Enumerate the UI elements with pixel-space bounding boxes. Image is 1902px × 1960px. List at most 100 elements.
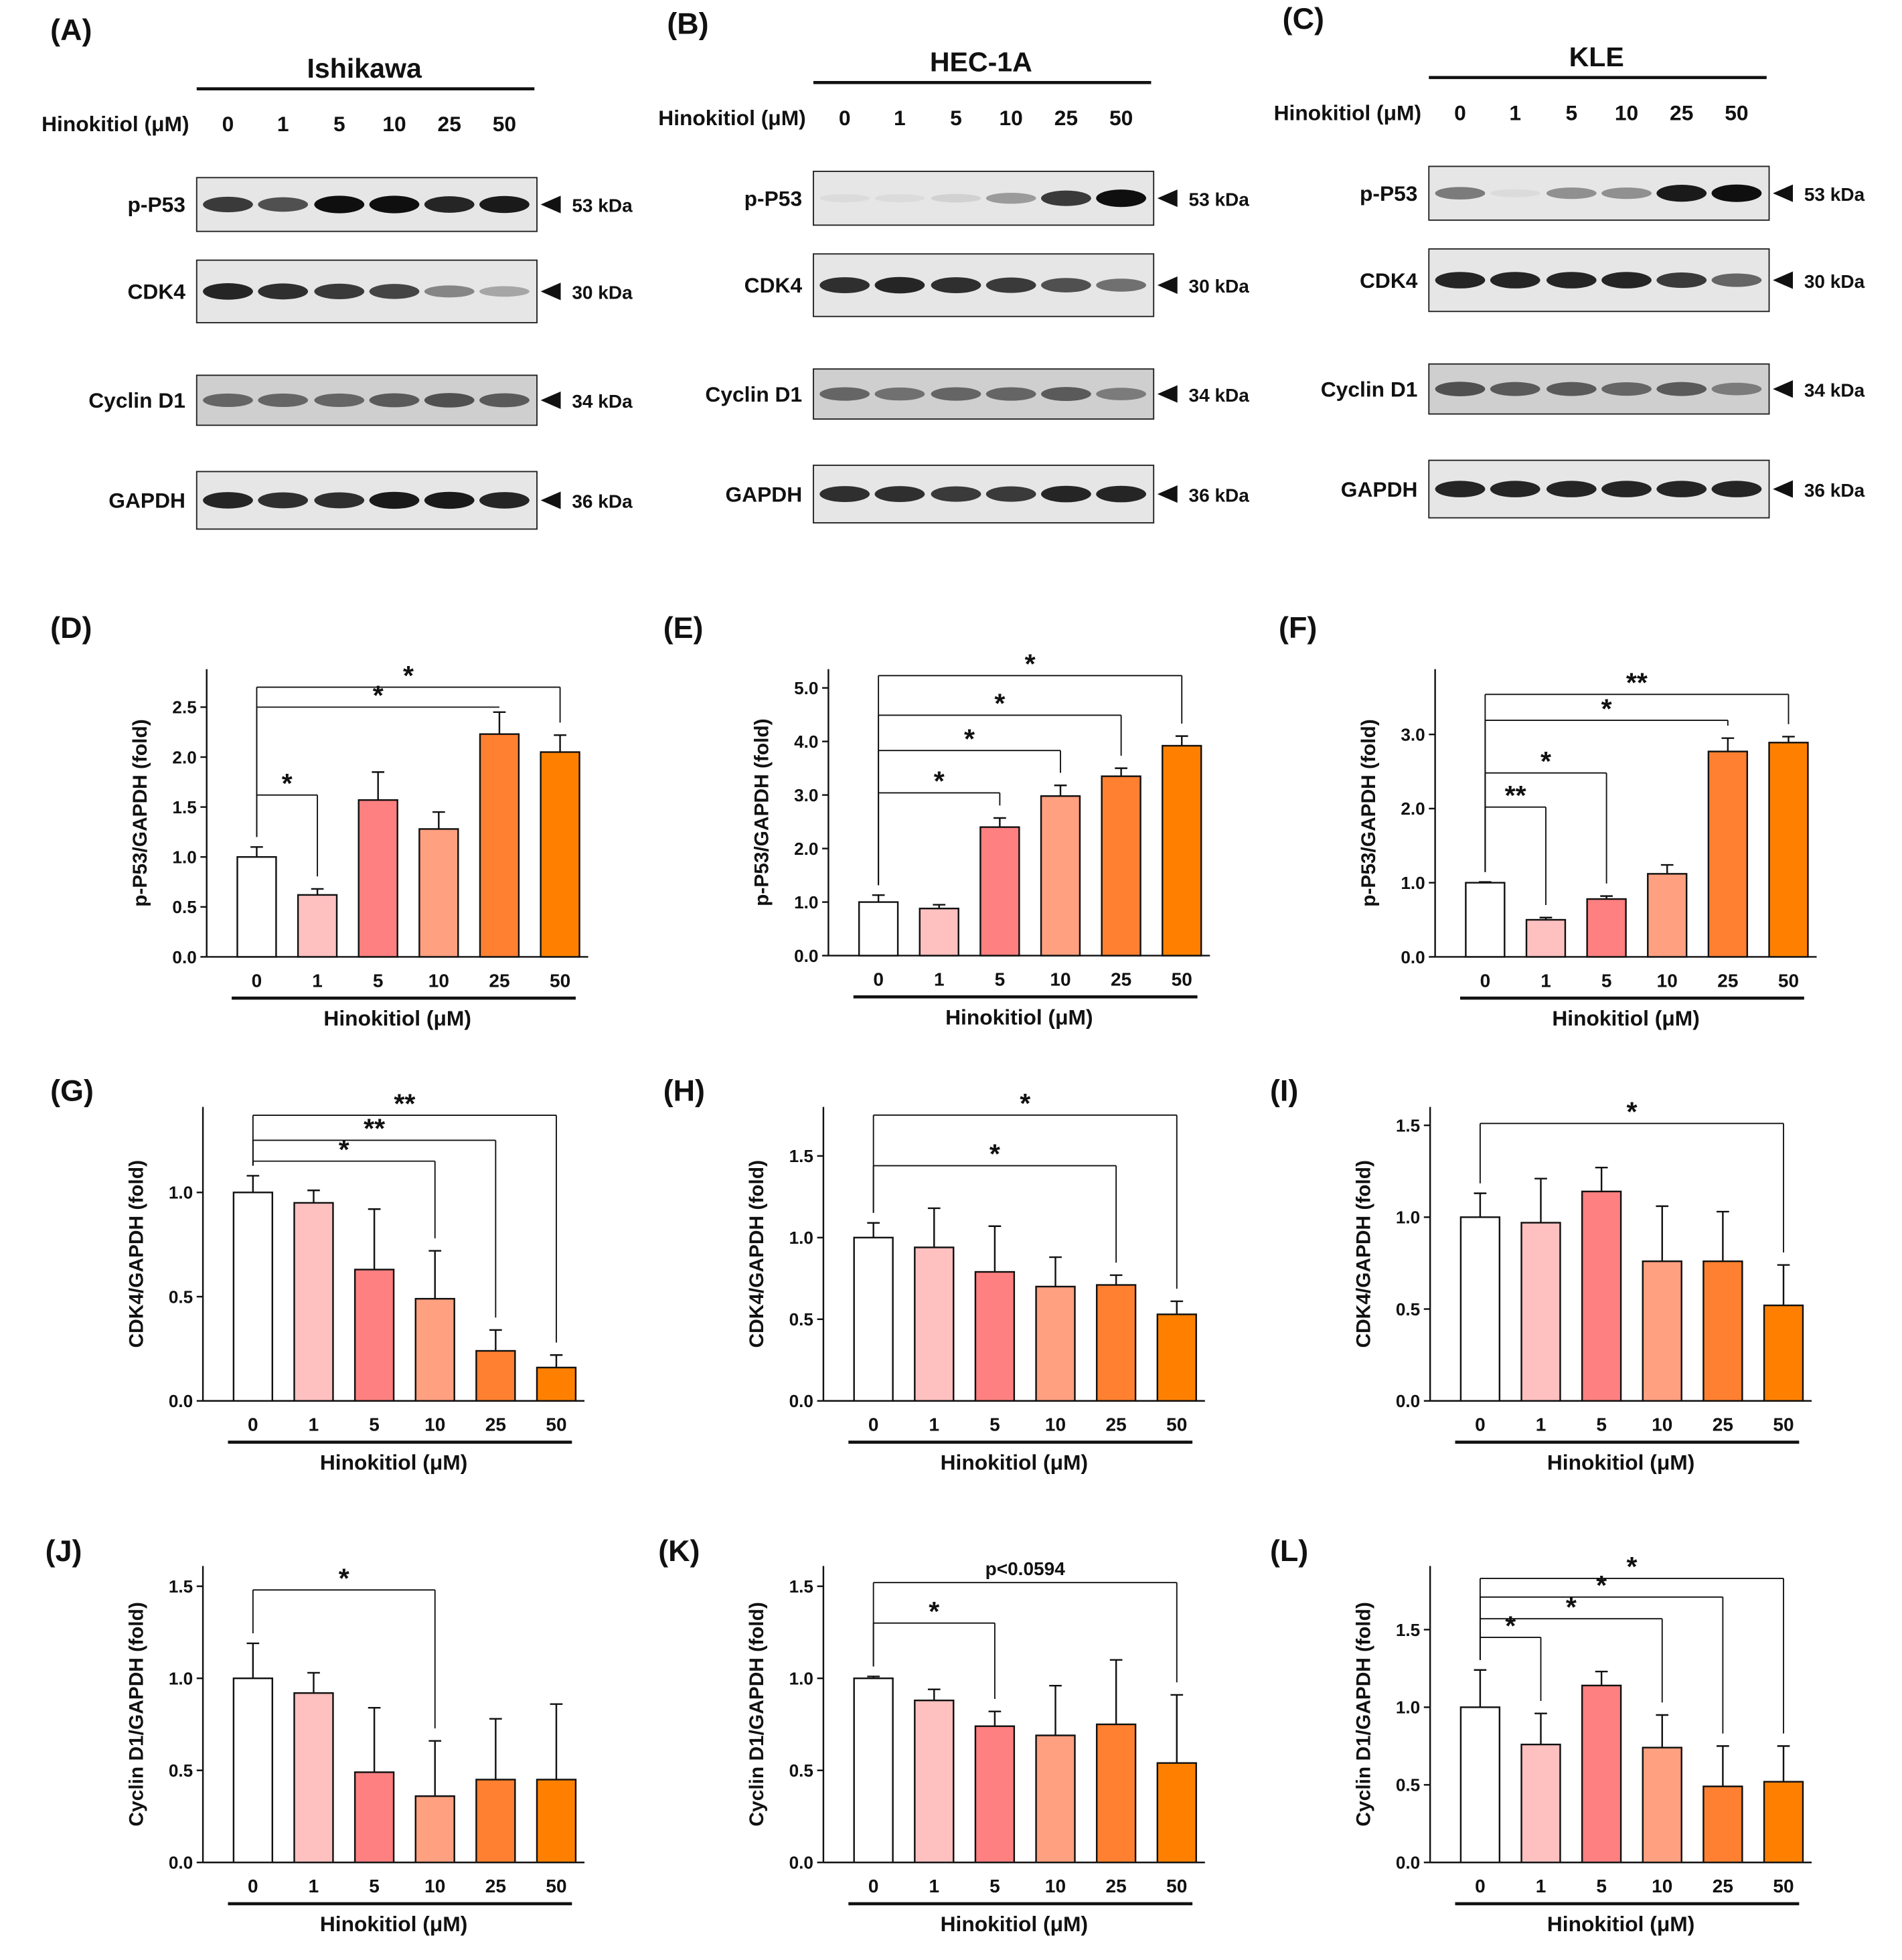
- bar: [1581, 1684, 1622, 1864]
- molecular-weight-label: 53 kDa: [1804, 184, 1865, 205]
- significance-label: *: [373, 680, 384, 711]
- x-tick-label: 5: [995, 969, 1006, 989]
- protein-label: Cyclin D1: [88, 388, 185, 412]
- x-tick-label: 10: [1045, 1414, 1066, 1435]
- y-tick-label: 1.0: [169, 1669, 193, 1689]
- bar: [1642, 1260, 1682, 1402]
- protein-band: [1435, 187, 1486, 200]
- significance-label: *: [1566, 1592, 1577, 1623]
- protein-band: [819, 387, 870, 401]
- protein-label: p-P53: [127, 193, 185, 217]
- x-tick-label: 10: [428, 970, 449, 991]
- y-tick-label: 0.5: [1396, 1775, 1420, 1795]
- y-tick-label: 2.0: [1401, 799, 1425, 819]
- y-axis-label: Cyclin D1/GAPDH (fold): [746, 1602, 768, 1826]
- x-axis-label: Hinokitiol (μM): [320, 1451, 467, 1475]
- protein-band: [203, 196, 253, 213]
- bar: [1095, 1284, 1137, 1402]
- x-tick-label: 0: [868, 1876, 879, 1896]
- molecular-weight-label: 30 kDa: [572, 282, 633, 303]
- cell-line-title: HEC-1A: [930, 47, 1032, 78]
- bar: [293, 1202, 334, 1402]
- bar: [1156, 1313, 1197, 1402]
- bar-chart: (K) 0.0 0.5 1.0 1.5 Cyclin D1/GAPDH (fold) 0 1 5…: [658, 1534, 1205, 1936]
- protein-band: [479, 286, 530, 297]
- y-tick-label: 2.0: [172, 747, 196, 767]
- dose-value: 25: [1670, 100, 1693, 125]
- dose-value: 0: [1454, 100, 1466, 125]
- y-tick-label: 0.0: [1396, 1853, 1420, 1873]
- x-tick-label: 5: [1596, 1414, 1607, 1435]
- x-tick-label: 25: [1106, 1414, 1127, 1435]
- x-tick-label: 1: [929, 1876, 939, 1896]
- bar-chart: (H) 0.0 0.5 1.0 1.5 CDK4/GAPDH (fold) 0 1 5 10 25 5…: [663, 1073, 1205, 1475]
- x-tick-label: 0: [248, 1414, 258, 1435]
- x-tick-label: 1: [1536, 1414, 1547, 1435]
- protein-band: [874, 276, 925, 294]
- protein-band: [874, 486, 925, 503]
- dose-value: 25: [1054, 106, 1078, 130]
- x-tick-label: 0: [868, 1414, 879, 1435]
- protein-band: [1435, 481, 1486, 497]
- protein-band: [985, 486, 1036, 502]
- panel-label: (J): [46, 1534, 82, 1568]
- x-tick-label: 0: [1480, 970, 1491, 991]
- protein-band: [424, 393, 475, 408]
- y-tick-label: 1.5: [789, 1576, 813, 1597]
- arrowhead-icon: [1773, 480, 1794, 498]
- bar: [914, 1699, 955, 1864]
- protein-band: [1601, 187, 1652, 199]
- protein-band: [874, 194, 925, 203]
- dose-value: 1: [277, 112, 289, 136]
- bar: [353, 1269, 395, 1402]
- significance-label: *: [1020, 1088, 1030, 1119]
- arrowhead-icon: [1157, 276, 1178, 295]
- significance-label: *: [1505, 1610, 1516, 1641]
- protein-band: [369, 491, 420, 509]
- bar: [236, 855, 277, 958]
- molecular-weight-label: 53 kDa: [572, 195, 633, 216]
- panel-label: (D): [50, 610, 92, 645]
- protein-band: [424, 285, 475, 298]
- protein-label: CDK4: [1360, 268, 1418, 293]
- protein-band: [1096, 278, 1146, 292]
- protein-band: [1546, 382, 1597, 396]
- bar: [1525, 918, 1567, 958]
- y-tick-label: 2.5: [172, 698, 196, 718]
- protein-band: [369, 195, 420, 214]
- significance-label: *: [1626, 1096, 1637, 1127]
- y-tick-label: 1.5: [169, 1576, 193, 1597]
- significance-label: **: [1626, 667, 1648, 698]
- panel-label: (F): [1279, 610, 1317, 645]
- protein-label: CDK4: [744, 273, 803, 297]
- bar: [1459, 1216, 1501, 1402]
- protein-band: [985, 277, 1036, 293]
- protein-band: [1041, 485, 1091, 503]
- dose-value: 0: [839, 106, 851, 130]
- x-tick-label: 5: [1601, 970, 1612, 991]
- y-tick-label: 1.0: [1396, 1698, 1420, 1718]
- dose-value: 5: [1565, 100, 1577, 125]
- protein-band: [1435, 272, 1486, 289]
- dose-value: 50: [1725, 100, 1748, 125]
- protein-band: [1490, 481, 1540, 497]
- x-tick-label: 10: [424, 1876, 445, 1896]
- protein-label: GAPDH: [1341, 477, 1418, 501]
- protein-band: [985, 387, 1036, 401]
- panel-label: (I): [1270, 1073, 1298, 1107]
- x-tick-label: 0: [873, 969, 884, 989]
- arrowhead-icon: [1157, 485, 1178, 503]
- y-tick-label: 1.5: [172, 797, 196, 817]
- x-tick-label: 50: [1778, 970, 1799, 991]
- x-tick-label: 25: [489, 970, 509, 991]
- blot-panel: (C) KLE Hinokitiol (μM) 0 1 5 10 25 50 p-P53 53 kD…: [1274, 1, 1865, 519]
- significance-label: *: [282, 768, 293, 799]
- bar: [414, 1297, 455, 1402]
- bar: [418, 828, 459, 958]
- molecular-weight-label: 36 kDa: [1804, 480, 1865, 501]
- x-tick-label: 50: [1172, 969, 1192, 989]
- x-tick-label: 0: [248, 1876, 258, 1896]
- protein-band: [819, 194, 870, 203]
- x-tick-label: 25: [1713, 1414, 1733, 1435]
